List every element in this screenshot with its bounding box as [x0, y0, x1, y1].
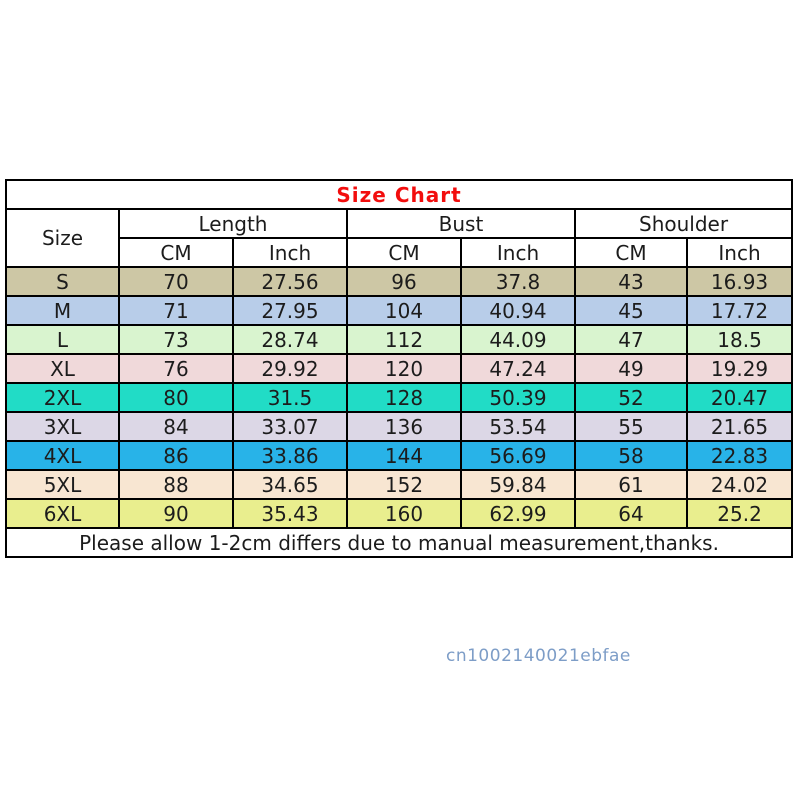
note-row: Please allow 1-2cm differs due to manual… [4, 527, 794, 558]
value-cell: 84 [118, 411, 234, 442]
table-row-s: S 70 27.56 96 37.8 43 16.93 [5, 266, 794, 297]
value-cell: 22.83 [685, 440, 794, 471]
value-cell: 136 [346, 411, 462, 442]
value-cell: 25.2 [685, 498, 794, 529]
value-cell: 35.43 [232, 498, 348, 529]
table-row-m: M 71 27.95 104 40.94 45 17.72 [5, 295, 794, 326]
value-cell: 29.92 [232, 353, 348, 384]
value-cell: 52 [574, 382, 688, 413]
col-header-bust: Bust [346, 208, 576, 239]
size-cell: XL [5, 353, 120, 384]
unit-header-shoulder-inch: Inch [685, 237, 794, 268]
value-cell: 20.47 [685, 382, 794, 413]
value-cell: 27.95 [232, 295, 348, 326]
value-cell: 90 [118, 498, 234, 529]
table-row-5xl: 5XL 88 34.65 152 59.84 61 24.02 [5, 469, 794, 500]
value-cell: 61 [574, 469, 688, 500]
value-cell: 37.8 [460, 266, 576, 297]
value-cell: 19.29 [685, 353, 794, 384]
size-cell: 6XL [5, 498, 120, 529]
value-cell: 33.07 [232, 411, 348, 442]
size-cell: L [5, 324, 120, 355]
col-header-shoulder: Shoulder [573, 208, 794, 239]
value-cell: 70 [118, 266, 234, 297]
table-row-4xl: 4XL 86 33.86 144 56.69 58 22.83 [5, 440, 794, 471]
measurement-note: Please allow 1-2cm differs due to manual… [4, 527, 794, 558]
value-cell: 64 [574, 498, 688, 529]
value-cell: 144 [346, 440, 462, 471]
value-cell: 58 [574, 440, 688, 471]
value-cell: 21.65 [685, 411, 794, 442]
value-cell: 71 [118, 295, 234, 326]
group-header-row: Size Length Bust Shoulder [5, 208, 794, 268]
size-cell: 3XL [5, 411, 120, 442]
value-cell: 59.84 [460, 469, 576, 500]
size-cell: 5XL [5, 469, 120, 500]
size-cell: 4XL [5, 440, 120, 471]
unit-header-length-inch: Inch [232, 237, 348, 268]
unit-header-bust-inch: Inch [460, 237, 576, 268]
value-cell: 53.54 [460, 411, 576, 442]
value-cell: 47 [574, 324, 688, 355]
value-cell: 56.69 [460, 440, 576, 471]
value-cell: 112 [346, 324, 462, 355]
value-cell: 49 [574, 353, 688, 384]
value-cell: 120 [346, 353, 462, 384]
value-cell: 160 [346, 498, 462, 529]
value-cell: 40.94 [460, 295, 576, 326]
value-cell: 31.5 [232, 382, 348, 413]
col-header-size: Size [5, 208, 120, 268]
table-row-l: L 73 28.74 112 44.09 47 18.5 [5, 324, 794, 355]
value-cell: 50.39 [460, 382, 576, 413]
table-row-6xl: 6XL 90 35.43 160 62.99 64 25.2 [5, 498, 794, 529]
value-cell: 43 [574, 266, 688, 297]
unit-header-bust-cm: CM [346, 237, 462, 268]
value-cell: 88 [118, 469, 234, 500]
value-cell: 17.72 [685, 295, 794, 326]
size-cell: S [5, 266, 120, 297]
value-cell: 73 [118, 324, 234, 355]
value-cell: 128 [346, 382, 462, 413]
size-cell: M [5, 295, 120, 326]
table-row-3xl: 3XL 84 33.07 136 53.54 55 21.65 [5, 411, 794, 442]
value-cell: 44.09 [460, 324, 576, 355]
unit-header-row: CM Inch CM Inch CM Inch [6, 237, 794, 268]
value-cell: 76 [118, 353, 234, 384]
size-cell: 2XL [5, 382, 120, 413]
page-title: Size Chart [4, 179, 794, 210]
value-cell: 34.65 [232, 469, 348, 500]
title-row: Size Chart [4, 179, 794, 210]
value-cell: 27.56 [232, 266, 348, 297]
col-header-length: Length [118, 208, 348, 239]
watermark-text: cn1002140021ebfae [446, 646, 631, 666]
value-cell: 16.93 [685, 266, 794, 297]
size-chart-table: Size Chart Size Length Bust Shoulder CM … [4, 179, 794, 558]
unit-header-length-cm: CM [118, 237, 234, 268]
value-cell: 62.99 [460, 498, 576, 529]
value-cell: 18.5 [685, 324, 794, 355]
value-cell: 47.24 [460, 353, 576, 384]
value-cell: 86 [118, 440, 234, 471]
value-cell: 104 [346, 295, 462, 326]
value-cell: 55 [574, 411, 688, 442]
value-cell: 45 [574, 295, 688, 326]
value-cell: 24.02 [685, 469, 794, 500]
unit-header-shoulder-cm: CM [574, 237, 688, 268]
table-row-xl: XL 76 29.92 120 47.24 49 19.29 [5, 353, 794, 384]
value-cell: 28.74 [232, 324, 348, 355]
value-cell: 80 [118, 382, 234, 413]
table-row-2xl: 2XL 80 31.5 128 50.39 52 20.47 [5, 382, 794, 413]
value-cell: 33.86 [232, 440, 348, 471]
value-cell: 96 [346, 266, 462, 297]
value-cell: 152 [346, 469, 462, 500]
